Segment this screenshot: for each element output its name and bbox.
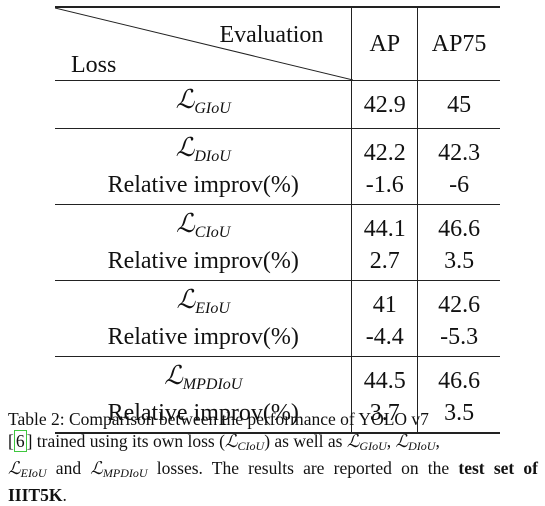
caption-bold-text: test set of IIIT5K xyxy=(8,458,538,505)
caption-text-2: trained using its own loss ( xyxy=(32,431,225,451)
loss-cell: Relative improv(%) xyxy=(55,399,352,433)
loss-symbol: ℒCIoU xyxy=(176,209,231,242)
ap-value: -1.6 xyxy=(351,171,418,205)
loss-cell: ℒGIoU xyxy=(55,80,352,129)
table-row: ℒEIoU 41 42.6 xyxy=(55,280,500,323)
ap75-value: 42.6 xyxy=(417,280,500,323)
table-row: ℒMPDIoU 44.5 46.6 xyxy=(55,356,500,399)
loss-cell: ℒCIoU xyxy=(55,204,352,247)
header-ap75: AP75 xyxy=(417,7,500,81)
header-evaluation-label: Evaluation xyxy=(219,22,324,48)
ap75-value: 42.3 xyxy=(417,128,500,171)
header-ap: AP xyxy=(351,7,418,81)
caption-symbol-diou: ℒDIoU xyxy=(395,431,436,453)
loss-label: Relative improv(%) xyxy=(107,400,299,426)
ap75-value: -5.3 xyxy=(417,323,500,357)
ap75-value: 3.5 xyxy=(417,247,500,281)
caption-text-3: ) as well as xyxy=(264,431,347,451)
ap-value: 3.7 xyxy=(351,399,418,433)
ap75-value: 46.6 xyxy=(417,356,500,399)
loss-cell: Relative improv(%) xyxy=(55,247,352,281)
ap-value: 2.7 xyxy=(351,247,418,281)
header-loss-label: Loss xyxy=(71,52,117,78)
table-row: Relative improv(%) -4.4 -5.3 xyxy=(55,323,500,357)
header-loss-evaluation-cell: Evaluation Loss xyxy=(55,7,353,81)
ap-value: 44.5 xyxy=(351,356,418,399)
ap75-value: 46.6 xyxy=(417,204,500,247)
table-row: ℒDIoU 42.2 42.3 xyxy=(55,128,500,171)
table-row: Relative improv(%) 2.7 3.5 xyxy=(55,247,500,281)
ap75-value: 3.5 xyxy=(417,399,500,433)
table-row: Relative improv(%) 3.7 3.5 xyxy=(55,399,500,433)
ap-value: 42.9 xyxy=(351,80,418,129)
caption-symbol-mpdiou: ℒMPDIoU xyxy=(90,458,148,480)
loss-symbol: ℒEIoU xyxy=(176,285,230,318)
citation-link[interactable]: 6 xyxy=(13,430,27,452)
ap-value: 44.1 xyxy=(351,204,418,247)
caption-symbol-giou: ℒGIoU xyxy=(346,431,387,453)
table-row: Relative improv(%) -1.6 -6 xyxy=(55,171,500,205)
caption-symbol-ciou: ℒCIoU xyxy=(224,431,265,453)
loss-label: Relative improv(%) xyxy=(107,324,299,350)
caption-text-5: , xyxy=(435,431,440,451)
loss-cell: ℒDIoU xyxy=(55,128,352,171)
loss-cell: ℒMPDIoU xyxy=(55,356,352,399)
loss-label: Relative improv(%) xyxy=(107,172,299,198)
results-table: Evaluation Loss AP AP75 ℒGIoU 42.9 45 ℒDIoU… xyxy=(55,6,500,434)
loss-cell: ℒEIoU xyxy=(55,280,352,323)
caption-text-7: losses. The results are reported on the xyxy=(147,458,459,478)
caption-text-8: . xyxy=(62,485,67,505)
table-row: ℒCIoU 44.1 46.6 xyxy=(55,204,500,247)
ap75-value: -6 xyxy=(417,171,500,205)
header-diagonal-line xyxy=(55,8,353,80)
ap75-value: 45 xyxy=(417,80,500,129)
loss-cell: Relative improv(%) xyxy=(55,323,352,357)
caption-text-1: Table 2: Comparison between the performa… xyxy=(8,409,429,429)
loss-symbol: ℒGIoU xyxy=(175,85,231,118)
table-row: ℒGIoU 42.9 45 xyxy=(55,80,500,129)
caption-symbol-eiou: ℒEIoU xyxy=(8,458,47,480)
caption-text-4: , xyxy=(386,431,396,451)
table-caption: Table 2: Comparison between the performa… xyxy=(8,409,538,505)
loss-label: Relative improv(%) xyxy=(107,248,299,274)
ap-value: 41 xyxy=(351,280,418,323)
caption-text-6: and xyxy=(46,458,91,478)
ap-value: 42.2 xyxy=(351,128,418,171)
loss-cell: Relative improv(%) xyxy=(55,171,352,205)
loss-symbol: ℒDIoU xyxy=(175,133,231,166)
loss-symbol: ℒMPDIoU xyxy=(164,361,243,394)
ap-value: -4.4 xyxy=(351,323,418,357)
